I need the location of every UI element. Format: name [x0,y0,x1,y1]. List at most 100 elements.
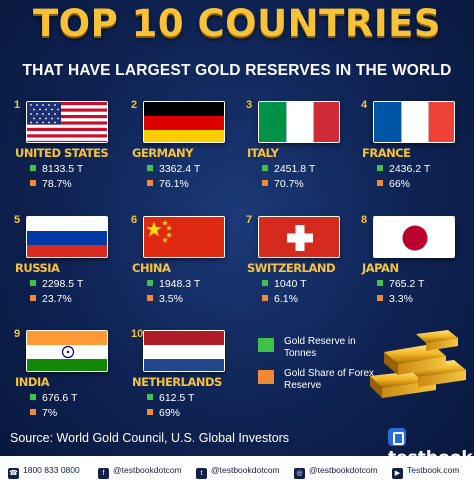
footer-phone[interactable]: ☎ 1800 833 0800 [8,465,80,479]
legend-label: Gold Share of Forex Reserve [284,368,375,391]
rank-number: 7 [246,214,253,226]
country-name: RUSSIA [15,261,60,275]
orange-square-icon [30,295,36,301]
orange-square-icon [377,295,383,301]
switzerland-flag-icon [258,216,340,258]
footer-bar: ☎ 1800 833 0800 f @testbookdotcom t @testbo… [0,456,474,485]
green-square-icon [147,280,153,286]
forex-share: 78.7% [30,178,72,190]
china-flag-icon [143,216,225,258]
country-name: GERMANY [132,146,193,160]
rank-number: 5 [14,214,21,226]
footer-facebook[interactable]: f @testbookdotcom [98,465,182,479]
twitter-icon: t [196,468,207,479]
forex-share: 69% [147,407,180,419]
green-square-icon [262,280,268,286]
country-card-2: 2 GERMANY 3362.4 T 76.1% [131,99,239,209]
orange-square-icon [147,409,153,415]
rank-number: 4 [361,99,368,111]
country-name: FRANCE [362,146,411,160]
forex-share: 23.7% [30,293,72,305]
green-square-icon [147,394,153,400]
footer-instagram[interactable]: ◎ @testbookdotcom [294,465,378,479]
orange-square-icon [30,180,36,186]
orange-square-icon [147,295,153,301]
green-square-icon [30,394,36,400]
orange-square-icon [377,180,383,186]
green-square-icon [377,165,383,171]
country-card-9: 9 INDIA 676.6 T 7% [14,328,122,438]
gold-reserve: 2451.8 T [262,163,315,175]
gold-reserve: 3362.4 T [147,163,200,175]
rank-number: 6 [131,214,138,226]
gold-reserve: 8133.5 T [30,163,83,175]
page-subtitle: THAT HAVE LARGEST GOLD RESERVES IN THE W… [22,62,452,79]
forex-share: 66% [377,178,410,190]
country-name: SWITZERLAND [247,261,336,275]
facebook-icon: f [98,468,109,479]
country-name: ITALY [247,146,279,160]
rank-number: 1 [14,99,21,111]
country-name: CHINA [132,261,171,275]
green-square-icon [377,280,383,286]
forex-share: 76.1% [147,178,189,190]
gold-reserve: 1948.3 T [147,278,200,290]
phone-icon: ☎ [8,468,19,479]
green-square-icon [262,165,268,171]
netherlands-flag-icon [143,330,225,372]
rank-number: 10 [131,328,144,340]
rank-number: 2 [131,99,138,111]
country-card-1: 1 UNITED STATES 8133.5 T 78.7% [14,99,122,209]
gold-reserve: 2298.5 T [30,278,83,290]
instagram-icon: ◎ [294,468,305,479]
france-flag-icon [373,101,455,143]
youtube-icon: ▶ [392,468,403,479]
gold-reserve: 765.2 T [377,278,424,290]
country-card-3: 3 ITALY 2451.8 T 70.7% [246,99,354,209]
forex-share: 7% [30,407,57,419]
green-square-icon [30,280,36,286]
country-card-4: 4 FRANCE 2436.2 T 66% [361,99,469,209]
india-flag-icon [26,330,108,372]
gold-reserve: 1040 T [262,278,307,290]
orange-legend-swatch [258,370,274,384]
country-card-5: 5 RUSSIA 2298.5 T 23.7% [14,214,122,324]
gold-bars-icon [364,330,468,405]
forex-share: 3.5% [147,293,183,305]
footer-youtube[interactable]: ▶ Testbook.com [392,465,459,479]
country-name: UNITED STATES [15,146,109,160]
country-card-7: 7 SWITZERLAND 1040 T 6.1% [246,214,354,324]
source-text: Source: World Gold Council, U.S. Global … [10,431,290,445]
green-square-icon [30,165,36,171]
footer-twitter[interactable]: t @testbookdotcom [196,465,280,479]
germany-flag-icon [143,101,225,143]
forex-share: 6.1% [262,293,298,305]
gold-reserve: 2436.2 T [377,163,430,175]
orange-square-icon [262,295,268,301]
forex-share: 3.3% [377,293,413,305]
testbook-logo-icon [388,428,406,446]
country-card-8: 8 JAPAN 765.2 T 3.3% [361,214,469,324]
gold-reserve: 676.6 T [30,392,77,404]
country-name: JAPAN [362,261,399,275]
country-card-6: 6 CHINA 1948.3 T 3.5% [131,214,239,324]
italy-flag-icon [258,101,340,143]
japan-flag-icon [373,216,455,258]
rank-number: 3 [246,99,253,111]
rank-number: 8 [361,214,368,226]
page-title: TOP 10 COUNTRIES [32,2,442,45]
country-name: NETHERLANDS [132,375,222,389]
legend-label: Gold Reserve in Tonnes [284,336,356,359]
country-card-10: 10 NETHERLANDS 612.5 T 69% [131,328,239,438]
orange-square-icon [30,409,36,415]
country-name: INDIA [15,375,50,389]
orange-square-icon [262,180,268,186]
us-flag-icon [26,101,108,143]
orange-square-icon [147,180,153,186]
gold-reserve: 612.5 T [147,392,194,404]
russia-flag-icon [26,216,108,258]
green-legend-swatch [258,338,274,352]
rank-number: 9 [14,328,21,340]
green-square-icon [147,165,153,171]
forex-share: 70.7% [262,178,304,190]
